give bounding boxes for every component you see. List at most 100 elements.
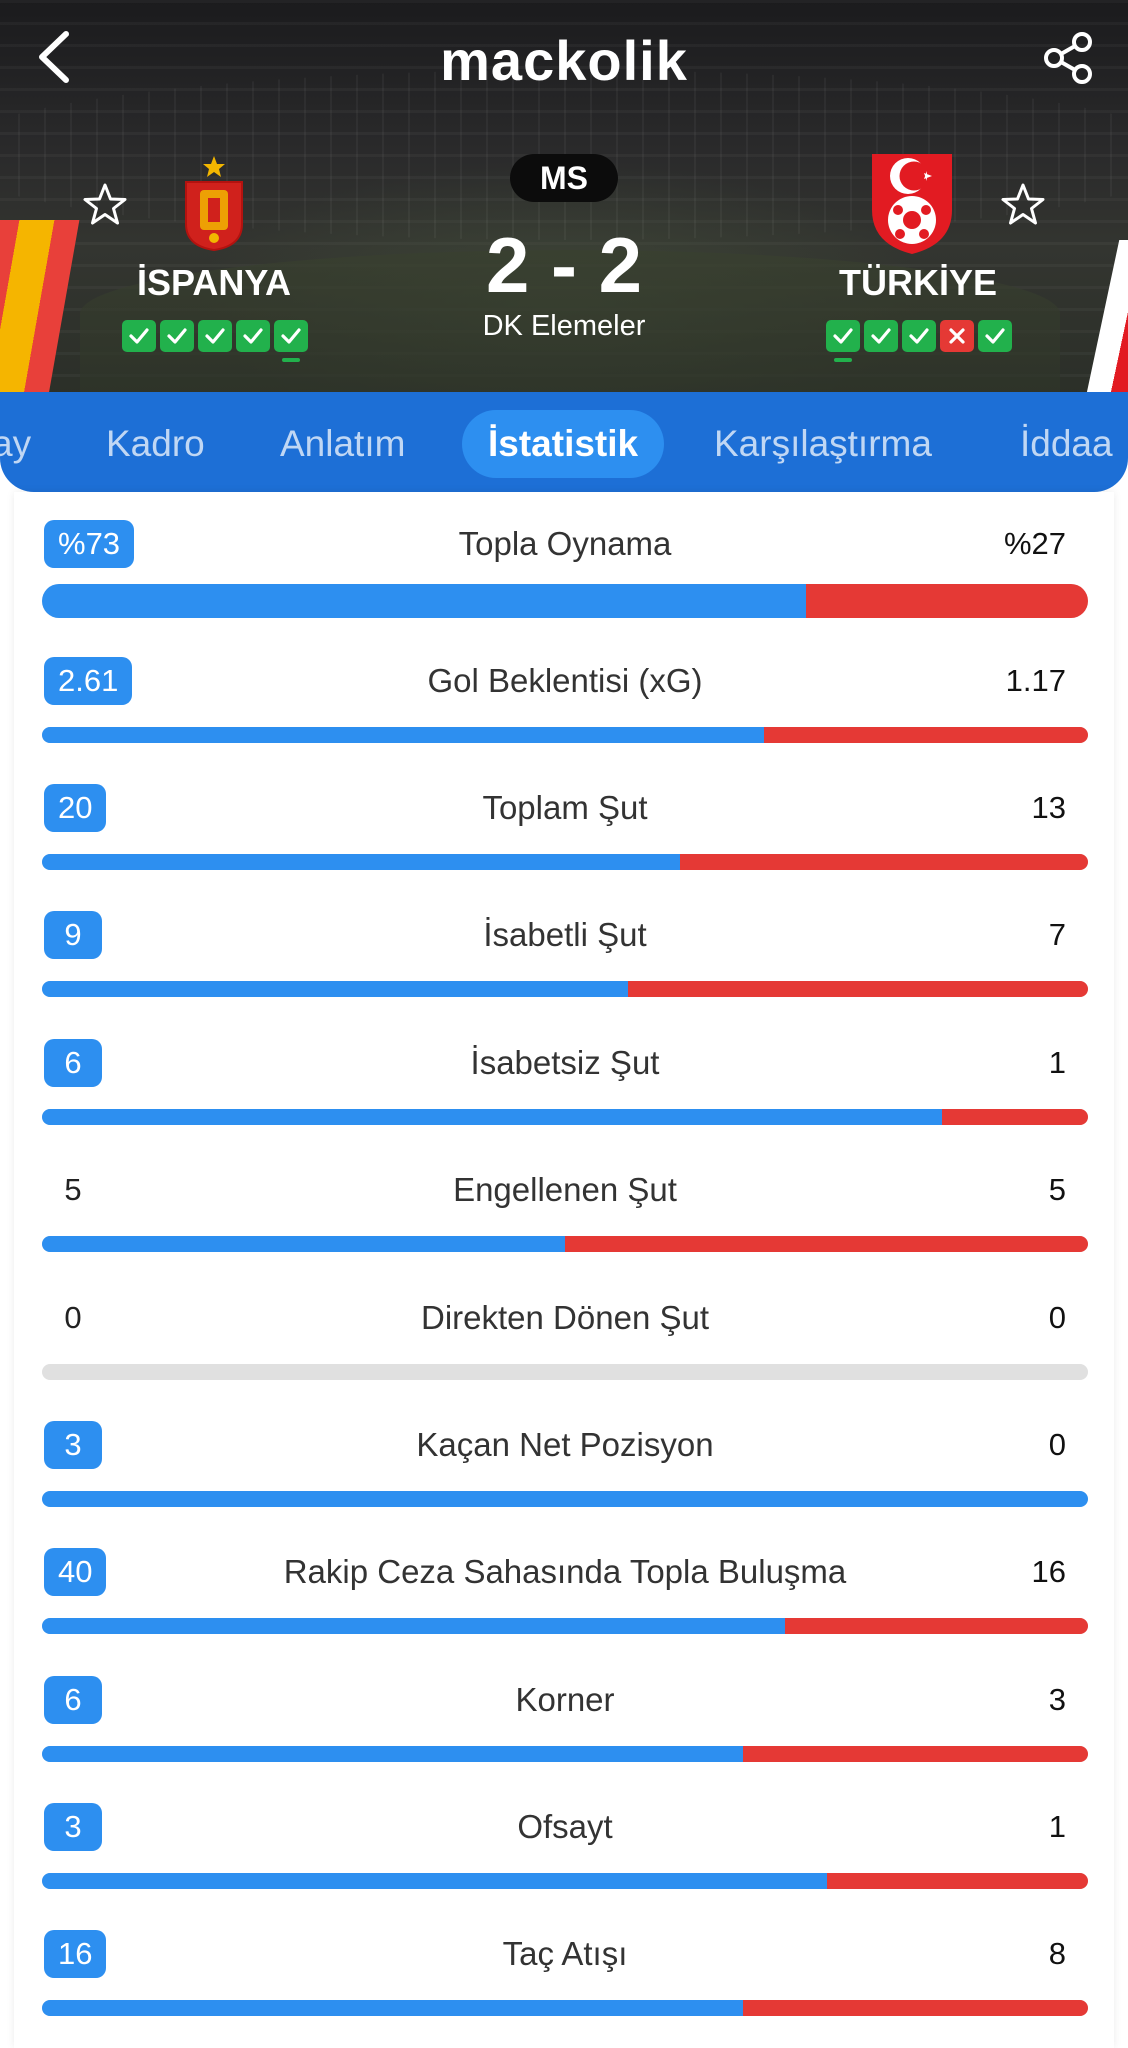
stat-label: Taç Atışı <box>502 1935 628 1972</box>
stat-row: Rakip Ceza Sahasında Topla Buluşma 40 16 <box>42 1528 1088 1656</box>
away-share-fill <box>680 854 1088 870</box>
stat-row: Kaçan Net Pozisyon 3 0 <box>42 1401 1088 1529</box>
spain-crest-icon[interactable] <box>178 154 250 252</box>
check-icon <box>167 328 187 344</box>
home-team-name[interactable]: İSPANYA <box>136 262 292 303</box>
cross-icon <box>949 328 965 344</box>
home-stat-value: 5 <box>64 1172 82 1207</box>
check-icon <box>833 328 853 344</box>
away-form-result-win <box>864 320 898 352</box>
statistics-list: Topla Oynama %73 %27 Gol Beklentisi (xG) 2.6… <box>14 492 1114 2048</box>
home-form-result-win <box>160 320 194 352</box>
home-share-fill <box>42 1109 942 1125</box>
last-match-marker <box>282 358 300 362</box>
home-stat-value: 2.61 <box>44 657 133 705</box>
tab-kadro[interactable]: Kadro <box>106 423 205 464</box>
stat-comparison-bar <box>42 727 1088 743</box>
stat-row: İsabetli Şut 9 7 <box>42 891 1088 1019</box>
stat-label: İsabetli Şut <box>483 916 647 953</box>
away-share-fill <box>627 981 1088 997</box>
tab-partial-left[interactable]: ay <box>0 423 32 464</box>
check-icon <box>243 328 263 344</box>
app-logo: mackolik <box>440 29 688 92</box>
away-stat-value: 13 <box>1031 790 1066 825</box>
stat-label: Rakip Ceza Sahasında Topla Buluşma <box>283 1553 847 1590</box>
away-stat-value: 5 <box>1048 1172 1066 1207</box>
away-share-fill <box>763 727 1088 743</box>
away-form-result-win <box>978 320 1012 352</box>
away-share-fill <box>742 1746 1088 1762</box>
favorite-home-star-icon[interactable] <box>82 182 128 228</box>
tab-karsilastirma[interactable]: Karşılaştırma <box>714 423 932 464</box>
away-share-fill <box>941 1109 1088 1125</box>
home-form-result-win <box>198 320 232 352</box>
away-share-fill <box>742 2000 1088 2016</box>
share-icon[interactable] <box>1038 28 1098 88</box>
last-match-marker <box>834 358 852 362</box>
home-stat-value: %73 <box>44 520 135 568</box>
stat-label: Korner <box>515 1681 615 1718</box>
home-share-fill <box>42 1236 565 1252</box>
tab-iddaa[interactable]: İddaa <box>1020 423 1113 464</box>
match-header: mackolik İSPANYA TÜRKİYE MS 2 - 2 DK E <box>0 0 1128 400</box>
away-team-form <box>826 320 1012 362</box>
stat-row: Toplam Şut 20 13 <box>42 764 1088 892</box>
tab-anlatim[interactable]: Anlatım <box>280 423 406 464</box>
stat-row: Engellenen Şut 5 5 <box>42 1146 1088 1274</box>
stat-row: Direkten Dönen Şut 0 0 <box>42 1274 1088 1402</box>
away-share-fill <box>565 1236 1088 1252</box>
away-share-fill <box>805 584 1088 618</box>
home-form-result-win <box>122 320 156 352</box>
away-stat-value: %27 <box>1003 526 1066 561</box>
favorite-away-star-icon[interactable] <box>1000 182 1046 228</box>
stat-row: Topla Oynama %73 %27 <box>42 500 1088 628</box>
away-form-result-win <box>902 320 936 352</box>
home-stat-value: 20 <box>44 784 107 832</box>
away-team-name[interactable]: TÜRKİYE <box>838 262 997 303</box>
back-arrow-icon[interactable] <box>30 28 80 86</box>
tab-istatistik[interactable]: İstatistik <box>462 410 665 478</box>
stat-label: Topla Oynama <box>458 525 672 562</box>
stat-comparison-bar <box>42 1364 1088 1380</box>
away-stat-value: 1 <box>1048 1045 1066 1080</box>
home-stat-value: 6 <box>44 1039 102 1087</box>
away-stat-value: 1.17 <box>1005 663 1066 698</box>
home-stat-value: 16 <box>44 1930 107 1978</box>
home-share-fill <box>42 584 806 618</box>
check-icon <box>205 328 225 344</box>
home-share-fill <box>42 1491 1088 1507</box>
stat-comparison-bar <box>42 854 1088 870</box>
home-stat-value: 3 <box>44 1421 102 1469</box>
stat-comparison-bar <box>42 584 1088 618</box>
check-icon <box>909 328 929 344</box>
away-stat-value: 3 <box>1048 1682 1066 1717</box>
match-status-badge: MS <box>510 154 618 202</box>
match-tabs: ay Kadro Anlatım İstatistik Karşılaştırm… <box>0 392 1128 492</box>
away-stat-value: 7 <box>1048 917 1066 952</box>
away-stat-value: 0 <box>1048 1427 1066 1462</box>
home-stat-value: 6 <box>44 1676 102 1724</box>
home-share-fill <box>42 1746 743 1762</box>
stat-row: Gol Beklentisi (xG) 2.61 1.17 <box>42 637 1088 765</box>
stat-comparison-bar <box>42 1109 1088 1125</box>
turkey-crest-icon[interactable] <box>864 148 960 258</box>
away-stat-value: 16 <box>1031 1554 1066 1589</box>
home-stat-value: 3 <box>44 1803 102 1851</box>
stat-comparison-bar <box>42 1491 1088 1507</box>
home-share-fill <box>42 981 628 997</box>
check-icon <box>129 328 149 344</box>
stat-comparison-bar <box>42 1236 1088 1252</box>
competition-name: DK Elemeler <box>482 310 646 342</box>
away-stat-value: 8 <box>1048 1936 1066 1971</box>
away-form-result-win <box>826 320 860 362</box>
home-form-result-win <box>274 320 308 362</box>
stat-row: Korner 6 3 <box>42 1656 1088 1784</box>
check-icon <box>281 328 301 344</box>
home-share-fill <box>42 1618 785 1634</box>
stat-comparison-bar <box>42 1618 1088 1634</box>
home-share-fill <box>42 1873 827 1889</box>
home-stat-value: 40 <box>44 1548 107 1596</box>
stat-comparison-bar <box>42 1746 1088 1762</box>
stat-row: İsabetsiz Şut 6 1 <box>42 1019 1088 1147</box>
home-share-fill <box>42 854 681 870</box>
